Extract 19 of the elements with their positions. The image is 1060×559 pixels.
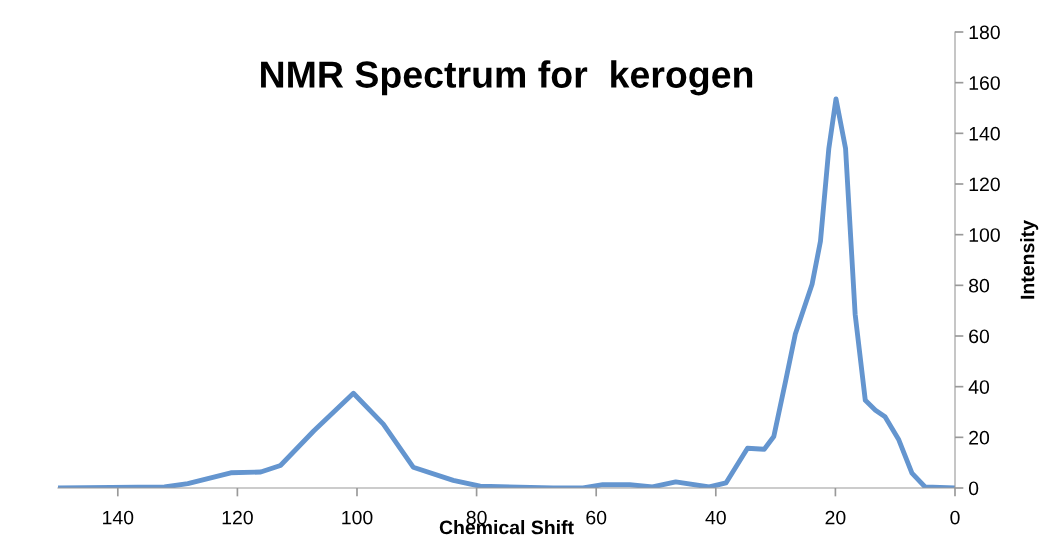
x-tick-label: 20 (825, 510, 846, 525)
y-tick-label: 120 (969, 177, 1000, 192)
y-tick-label: 20 (969, 430, 990, 445)
y-tick-label: 0 (968, 481, 979, 496)
x-tick-label: 120 (222, 510, 253, 525)
x-tick-label: 140 (103, 510, 134, 525)
x-tick-label: 60 (586, 510, 607, 525)
x-tick-label: 40 (705, 510, 726, 525)
x-tick-label: 0 (950, 510, 960, 525)
y-axis-title: Intensity (1020, 220, 1039, 299)
y-tick-label: 100 (969, 228, 1000, 242)
text: NMR Spectrum for kerogen (261, 60, 753, 96)
y-tick-label: 180 (969, 25, 1000, 40)
y-tick-label: 60 (969, 329, 990, 344)
x-tick-label: 100 (342, 510, 373, 525)
y-tick-label: 80 (969, 278, 990, 293)
y-tick-label: 160 (969, 76, 1000, 90)
y-tick-label: 140 (969, 126, 1000, 141)
y-tick-label: 40 (968, 380, 990, 394)
